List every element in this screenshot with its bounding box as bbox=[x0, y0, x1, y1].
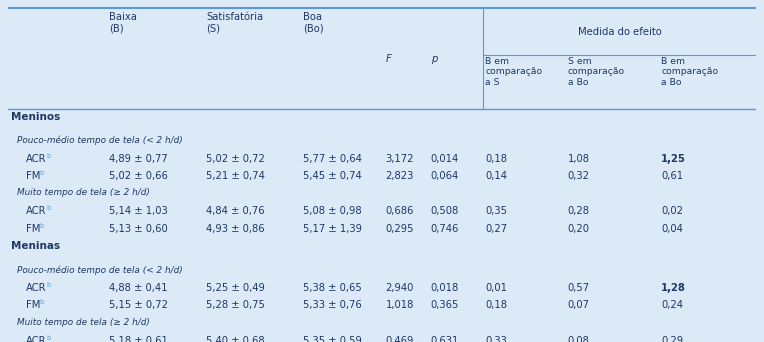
Text: Boa
(Bo): Boa (Bo) bbox=[303, 12, 324, 34]
Text: 0,27: 0,27 bbox=[485, 224, 507, 234]
Text: 0,04: 0,04 bbox=[662, 224, 683, 234]
Text: 5,13 ± 0,60: 5,13 ± 0,60 bbox=[108, 224, 167, 234]
Text: 5,15 ± 0,72: 5,15 ± 0,72 bbox=[108, 300, 168, 311]
Text: p: p bbox=[431, 54, 437, 64]
Text: Baixa
(B): Baixa (B) bbox=[108, 12, 137, 34]
Text: 5,45 ± 0,74: 5,45 ± 0,74 bbox=[303, 171, 362, 181]
Text: 5,02 ± 0,72: 5,02 ± 0,72 bbox=[206, 154, 265, 163]
Text: 1,28: 1,28 bbox=[662, 283, 686, 293]
Text: 5,14 ± 1,03: 5,14 ± 1,03 bbox=[108, 206, 167, 216]
Text: 0,365: 0,365 bbox=[431, 300, 459, 311]
Text: Pouco-médio tempo de tela (< 2 h/d): Pouco-médio tempo de tela (< 2 h/d) bbox=[18, 136, 183, 145]
Text: 4,89 ± 0,77: 4,89 ± 0,77 bbox=[108, 154, 167, 163]
Text: 4,93 ± 0,86: 4,93 ± 0,86 bbox=[206, 224, 264, 234]
Text: 0,01: 0,01 bbox=[485, 283, 507, 293]
Text: B em
comparação
a S: B em comparação a S bbox=[485, 57, 542, 87]
Text: FM: FM bbox=[26, 300, 40, 311]
Text: 0,61: 0,61 bbox=[662, 171, 683, 181]
Text: 0,14: 0,14 bbox=[485, 171, 507, 181]
Text: 0,35: 0,35 bbox=[485, 206, 507, 216]
Text: B em
comparação
a Bo: B em comparação a Bo bbox=[662, 57, 718, 87]
Text: 1,08: 1,08 bbox=[568, 154, 590, 163]
Text: 5,35 ± 0,59: 5,35 ± 0,59 bbox=[303, 336, 362, 342]
Text: Pouco-médio tempo de tela (< 2 h/d): Pouco-médio tempo de tela (< 2 h/d) bbox=[18, 265, 183, 275]
Text: 1,25: 1,25 bbox=[662, 154, 686, 163]
Text: b: b bbox=[46, 153, 50, 159]
Text: 5,21 ± 0,74: 5,21 ± 0,74 bbox=[206, 171, 265, 181]
Text: 0,746: 0,746 bbox=[431, 224, 459, 234]
Text: ACR: ACR bbox=[26, 154, 47, 163]
Text: 5,18 ± 0,61: 5,18 ± 0,61 bbox=[108, 336, 167, 342]
Text: 5,08 ± 0,98: 5,08 ± 0,98 bbox=[303, 206, 362, 216]
Text: 5,33 ± 0,76: 5,33 ± 0,76 bbox=[303, 300, 362, 311]
Text: ACR: ACR bbox=[26, 336, 47, 342]
Text: 0,469: 0,469 bbox=[386, 336, 414, 342]
Text: 0,29: 0,29 bbox=[662, 336, 683, 342]
Text: 0,02: 0,02 bbox=[662, 206, 683, 216]
Text: 0,631: 0,631 bbox=[431, 336, 459, 342]
Text: 0,07: 0,07 bbox=[568, 300, 590, 311]
Text: 5,02 ± 0,66: 5,02 ± 0,66 bbox=[108, 171, 167, 181]
Text: 0,57: 0,57 bbox=[568, 283, 590, 293]
Text: 5,25 ± 0,49: 5,25 ± 0,49 bbox=[206, 283, 265, 293]
Text: 0,08: 0,08 bbox=[568, 336, 590, 342]
Text: 5,17 ± 1,39: 5,17 ± 1,39 bbox=[303, 224, 362, 234]
Text: 0,686: 0,686 bbox=[386, 206, 414, 216]
Text: 0,18: 0,18 bbox=[485, 300, 507, 311]
Text: 0,18: 0,18 bbox=[485, 154, 507, 163]
Text: 4,88 ± 0,41: 4,88 ± 0,41 bbox=[108, 283, 167, 293]
Text: 4,84 ± 0,76: 4,84 ± 0,76 bbox=[206, 206, 264, 216]
Text: 2,940: 2,940 bbox=[386, 283, 414, 293]
Text: Meninas: Meninas bbox=[11, 241, 60, 251]
Text: 5,40 ± 0,68: 5,40 ± 0,68 bbox=[206, 336, 264, 342]
Text: b: b bbox=[40, 170, 44, 176]
Text: 0,064: 0,064 bbox=[431, 171, 459, 181]
Text: 0,24: 0,24 bbox=[662, 300, 683, 311]
Text: 5,38 ± 0,65: 5,38 ± 0,65 bbox=[303, 283, 362, 293]
Text: Muito tempo de tela (≥ 2 h/d): Muito tempo de tela (≥ 2 h/d) bbox=[18, 318, 151, 327]
Text: b: b bbox=[46, 205, 50, 211]
Text: 3,172: 3,172 bbox=[386, 154, 414, 163]
Text: 0,014: 0,014 bbox=[431, 154, 459, 163]
Text: 1,018: 1,018 bbox=[386, 300, 414, 311]
Text: b: b bbox=[40, 299, 44, 305]
Text: Meninos: Meninos bbox=[11, 112, 60, 122]
Text: Satisfatória
(S): Satisfatória (S) bbox=[206, 12, 263, 34]
Text: Medida do efeito: Medida do efeito bbox=[578, 27, 662, 37]
Text: b: b bbox=[46, 334, 50, 341]
Text: b: b bbox=[46, 282, 50, 288]
Text: 0,018: 0,018 bbox=[431, 283, 459, 293]
Text: b: b bbox=[40, 223, 44, 228]
Text: FM: FM bbox=[26, 224, 40, 234]
Text: 5,77 ± 0,64: 5,77 ± 0,64 bbox=[303, 154, 362, 163]
Text: S em
comparação
a Bo: S em comparação a Bo bbox=[568, 57, 625, 87]
Text: ACR: ACR bbox=[26, 206, 47, 216]
Text: 0,28: 0,28 bbox=[568, 206, 590, 216]
Text: 0,508: 0,508 bbox=[431, 206, 459, 216]
Text: Muito tempo de tela (≥ 2 h/d): Muito tempo de tela (≥ 2 h/d) bbox=[18, 188, 151, 197]
Text: 0,20: 0,20 bbox=[568, 224, 590, 234]
Text: 0,33: 0,33 bbox=[485, 336, 507, 342]
Text: F: F bbox=[386, 54, 391, 64]
Text: FM: FM bbox=[26, 171, 40, 181]
Text: 2,823: 2,823 bbox=[386, 171, 414, 181]
Text: 0,295: 0,295 bbox=[386, 224, 414, 234]
Text: 0,32: 0,32 bbox=[568, 171, 590, 181]
Text: ACR: ACR bbox=[26, 283, 47, 293]
Text: 5,28 ± 0,75: 5,28 ± 0,75 bbox=[206, 300, 265, 311]
